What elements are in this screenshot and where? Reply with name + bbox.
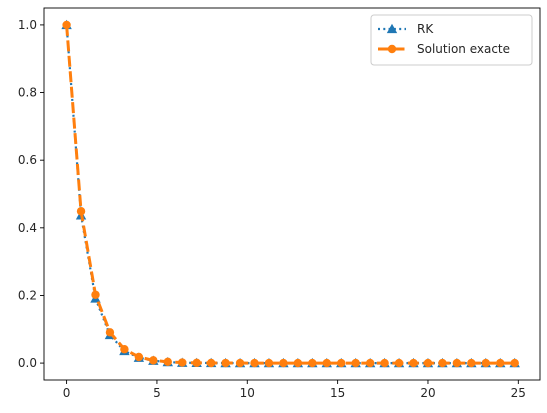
series-2: [62, 20, 519, 368]
data-point: [206, 358, 216, 368]
data-point: [380, 358, 389, 368]
data-point: [438, 358, 447, 368]
data-point: [62, 20, 71, 30]
data-point: [481, 358, 490, 368]
legend-entry: RK: [378, 22, 434, 36]
data-point: [76, 207, 86, 216]
x-tick-label: 10: [240, 386, 255, 400]
data-point: [221, 358, 230, 368]
data-point: [134, 352, 144, 362]
data-point: [192, 358, 201, 368]
legend-label: RK: [417, 22, 434, 36]
data-point: [264, 358, 274, 368]
y-tick-label: 0.4: [18, 221, 37, 235]
legend: RK Solution exacte: [370, 14, 533, 66]
data-point: [409, 358, 418, 368]
data-point: [452, 358, 462, 368]
data-point: [105, 328, 115, 337]
data-point: [394, 358, 404, 368]
x-tick-label: 5: [153, 386, 161, 400]
data-point: [149, 356, 158, 365]
data-point: [467, 358, 476, 368]
data-point: [250, 358, 259, 368]
y-tick-label: 0.6: [18, 153, 37, 167]
legend-label: Solution exacte: [417, 42, 510, 56]
data-point: [91, 290, 100, 299]
y-tick-label: 0.8: [18, 86, 37, 100]
x-tick-label: 15: [330, 386, 345, 400]
data-point: [178, 358, 187, 367]
x-tick-label: 0: [63, 386, 71, 400]
axes-layer: 0 5 10 15 20 25 0.0 0.2 0.4 0.6 0.8 1.0: [18, 7, 541, 400]
data-point: [351, 358, 360, 368]
legend-marker: [387, 44, 397, 54]
data-point: [235, 358, 245, 368]
data-point: [322, 358, 331, 368]
x-tick-label: 25: [511, 386, 526, 400]
x-tick-label: 20: [420, 386, 435, 400]
series-layer: [61, 19, 520, 368]
data-point: [510, 358, 519, 368]
y-tick-label: 0.0: [18, 356, 37, 370]
data-point: [496, 358, 505, 368]
data-point: [423, 358, 433, 368]
y-tick-label: 1.0: [18, 18, 37, 32]
data-point: [365, 358, 375, 368]
legend-marker: [386, 23, 398, 34]
plot-frame: [43, 7, 541, 381]
legend-box: [370, 14, 533, 66]
data-point: [120, 345, 129, 354]
data-point: [279, 358, 288, 368]
data-point: [163, 357, 172, 367]
data-point: [337, 358, 346, 368]
legend-entry: Solution exacte: [378, 42, 510, 56]
data-point: [293, 358, 303, 368]
y-tick-label: 0.2: [18, 288, 37, 302]
data-point: [308, 358, 317, 368]
